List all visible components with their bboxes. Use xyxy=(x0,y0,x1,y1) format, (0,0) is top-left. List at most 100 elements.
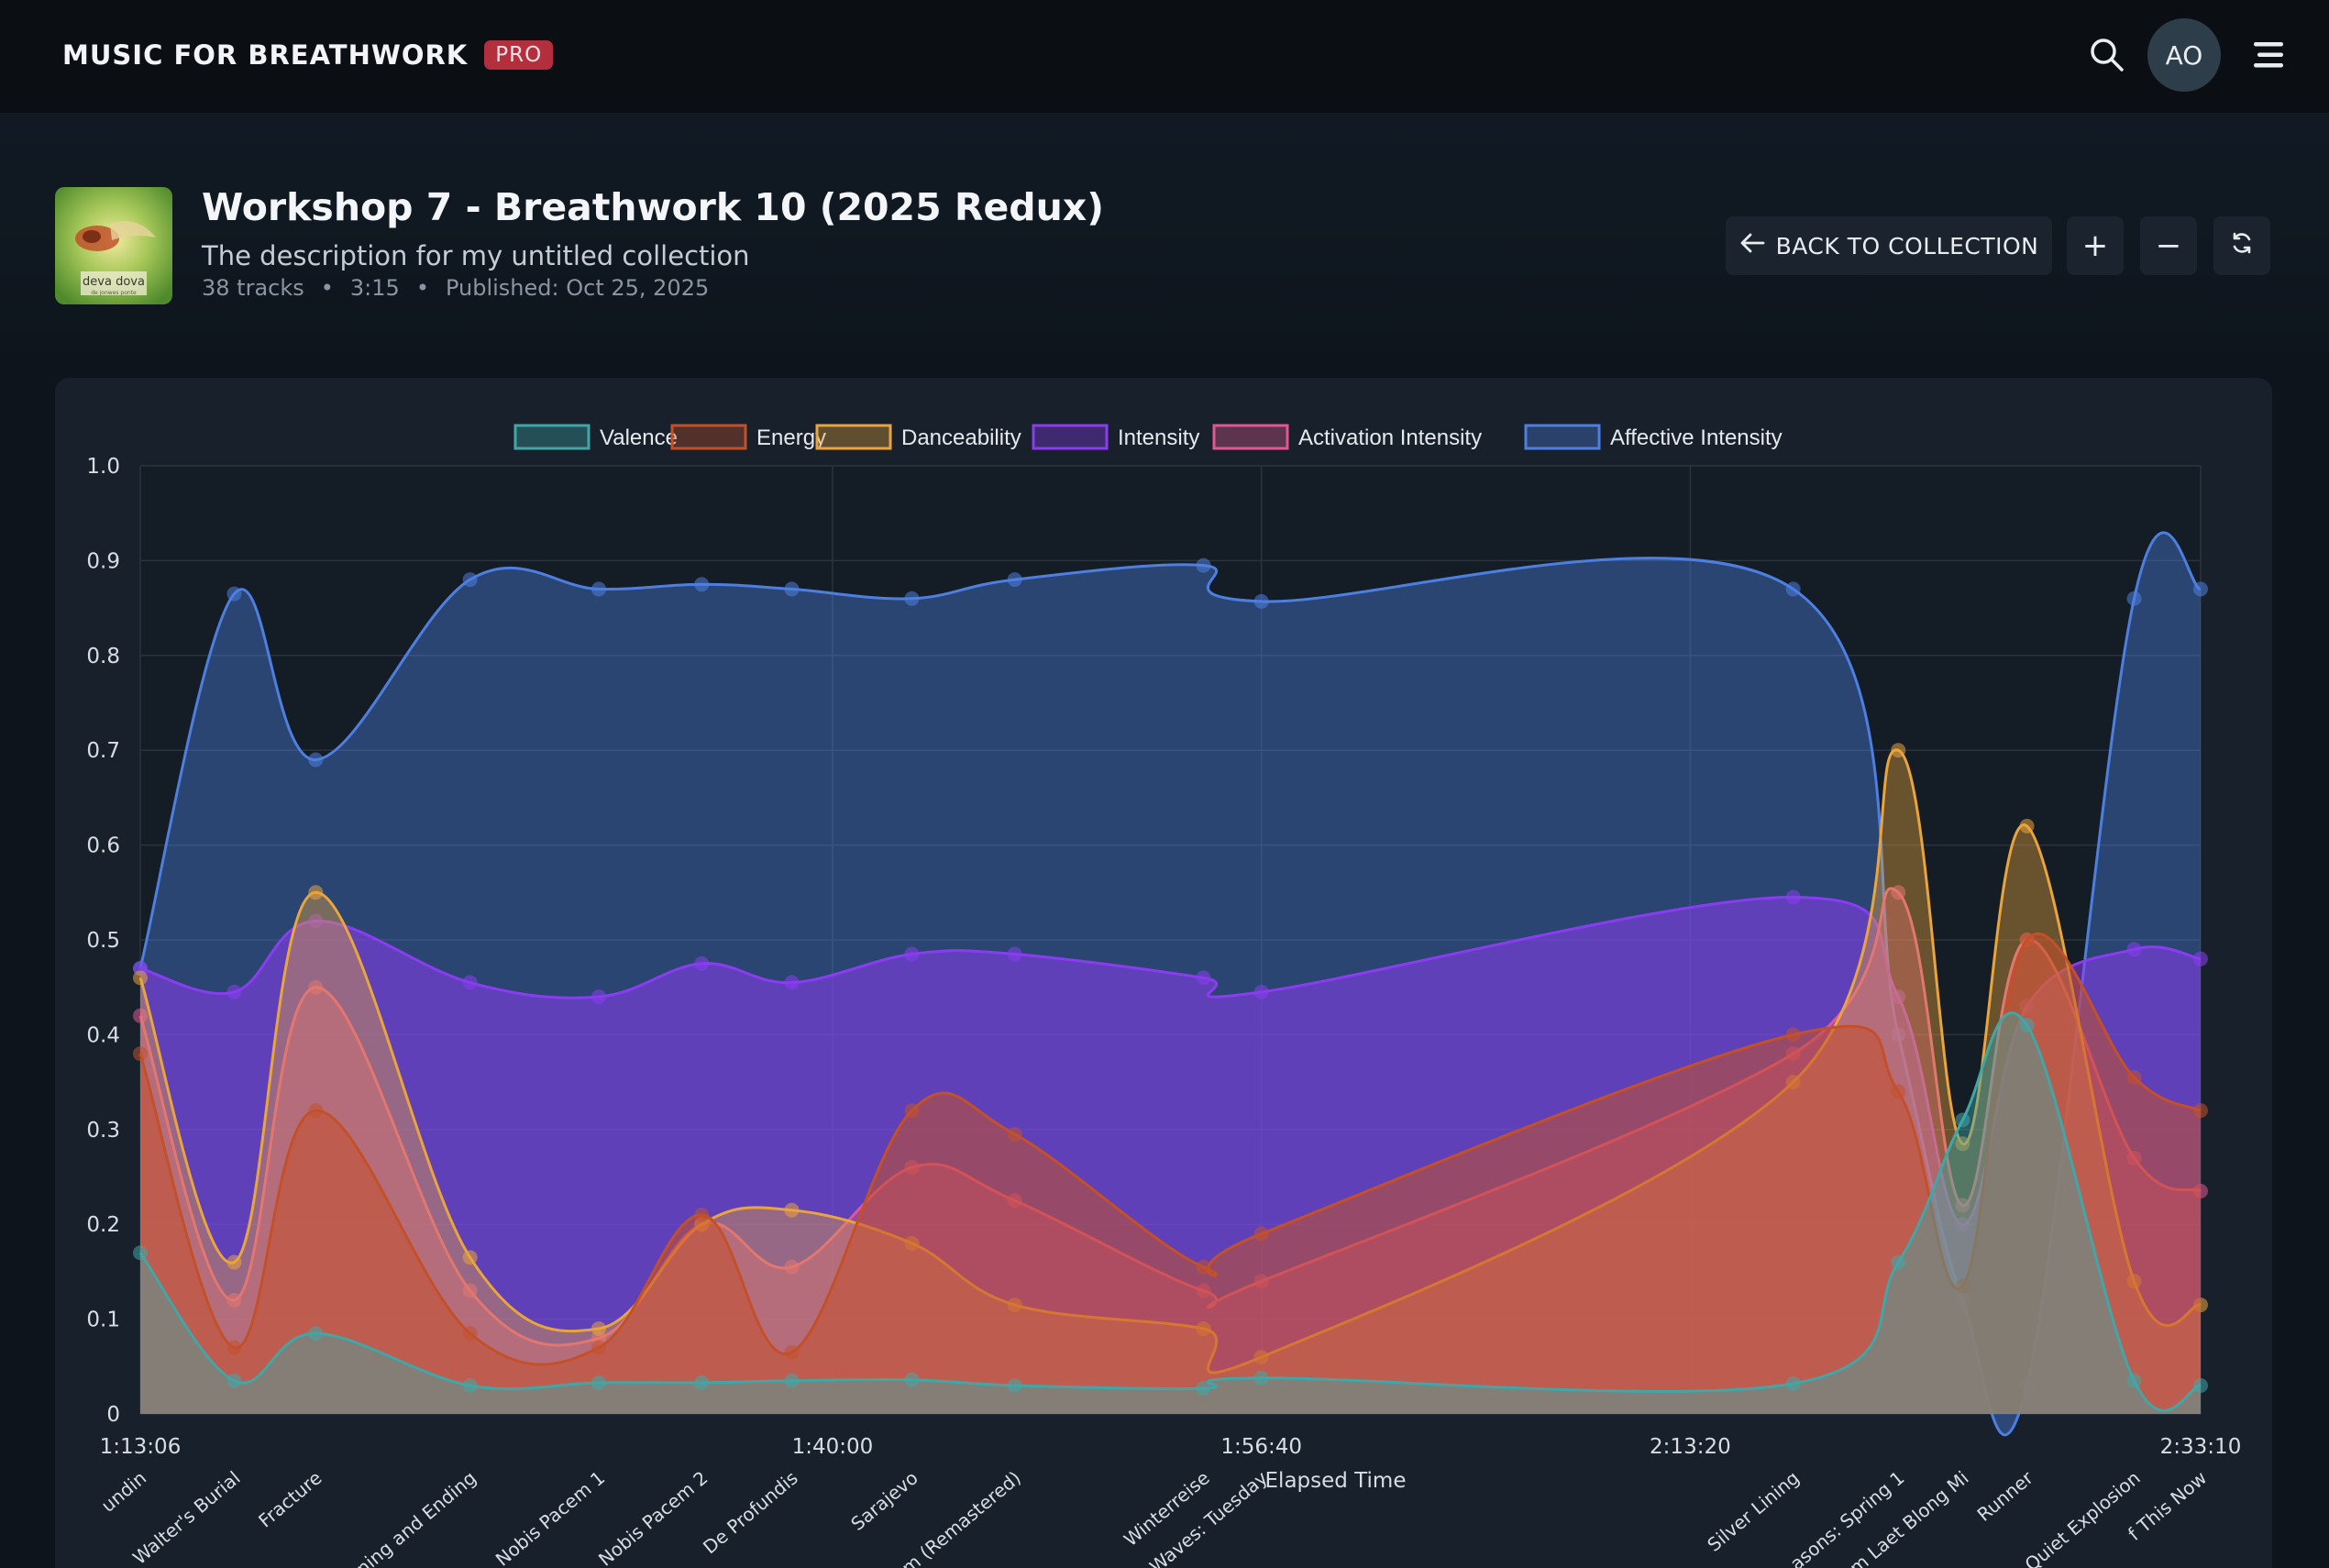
y-tick-label: 0.4 xyxy=(86,1023,120,1047)
data-point-valence xyxy=(784,1373,800,1388)
legend-swatch xyxy=(815,424,892,450)
y-tick-label: 0.8 xyxy=(86,645,120,668)
data-point-intensity xyxy=(1955,1217,1970,1232)
collection-duration: 3:15 xyxy=(349,275,400,301)
track-count: 38 tracks xyxy=(202,275,304,301)
back-button-label: BACK TO COLLECTION xyxy=(1775,232,2039,259)
y-tick-label: 0.7 xyxy=(86,739,120,763)
legend-item[interactable]: Intensity xyxy=(1032,424,1199,450)
x-axis-title: Elapsed Time xyxy=(1265,1469,1407,1493)
data-point-affective-intensity xyxy=(2193,581,2208,597)
data-point-activation-intensity xyxy=(784,1259,800,1275)
data-point-valence xyxy=(904,1372,920,1387)
data-point-affective-intensity xyxy=(462,572,478,588)
data-point-energy xyxy=(1196,1259,1211,1275)
data-point-affective-intensity xyxy=(904,591,920,606)
data-point-danceability xyxy=(462,1250,478,1265)
legend-label: Valence xyxy=(600,425,678,450)
refresh-icon xyxy=(2229,227,2255,264)
track-label: ning and Ending xyxy=(352,1466,480,1568)
collection-title: Workshop 7 - Breathwork 10 (2025 Redux) xyxy=(202,185,1104,229)
legend-swatch xyxy=(1032,424,1109,450)
data-point-affective-intensity xyxy=(1007,572,1022,588)
data-point-energy xyxy=(591,1340,607,1355)
y-tick-label: 0 xyxy=(106,1403,120,1427)
data-point-energy xyxy=(1785,1027,1801,1043)
collection-description: The description for my untitled collecti… xyxy=(202,240,750,271)
y-tick-label: 0.9 xyxy=(86,549,120,573)
data-point-energy xyxy=(904,1103,920,1119)
data-point-energy xyxy=(308,1103,324,1119)
y-tick-label: 0.5 xyxy=(86,929,120,953)
data-point-intensity xyxy=(1785,889,1801,905)
data-point-activation-intensity xyxy=(462,1283,478,1298)
chart-card: 0 0.1 0.2 0.3 0.4 0.5 0.6 0.7 0.8 0.9 1.0 1:13:06 1:… xyxy=(55,378,2272,1568)
legend-item[interactable]: Danceability xyxy=(815,424,1021,450)
y-tick-label: 0.2 xyxy=(86,1213,120,1237)
cover-text: deva dova xyxy=(83,275,145,289)
y-tick-label: 1.0 xyxy=(86,455,120,479)
data-point-affective-intensity xyxy=(1785,581,1801,597)
data-point-affective-intensity xyxy=(591,581,607,597)
pro-badge: PRO xyxy=(484,40,554,70)
y-tick-label: 0.6 xyxy=(86,834,120,858)
data-point-valence xyxy=(1785,1375,1801,1391)
data-point-valence xyxy=(2193,1377,2208,1393)
data-point-intensity xyxy=(2126,942,2142,957)
user-avatar[interactable]: AO xyxy=(2147,18,2221,92)
legend-label: Energy xyxy=(756,425,826,450)
track-label: Fracture xyxy=(254,1466,326,1531)
zoom-out-button[interactable]: − xyxy=(2140,216,2197,275)
data-point-danceability xyxy=(784,1202,800,1218)
track-label: De Profundis xyxy=(699,1466,802,1558)
data-point-valence xyxy=(462,1377,478,1393)
legend-label: Intensity xyxy=(1118,425,1199,450)
data-point-valence xyxy=(2019,1018,2035,1033)
data-point-energy xyxy=(784,1344,800,1360)
legend-item[interactable]: Activation Intensity xyxy=(1212,424,1482,450)
minus-icon: − xyxy=(2155,227,2182,264)
legend-item[interactable]: Affective Intensity xyxy=(1524,424,1783,450)
data-point-activation-intensity xyxy=(1891,885,1906,900)
zoom-in-button[interactable]: + xyxy=(2067,216,2124,275)
plus-icon: + xyxy=(2081,227,2109,264)
collection-cover-image: deva dova de jonwes ponte xyxy=(55,187,172,304)
data-point-energy xyxy=(1253,1226,1269,1242)
reset-zoom-button[interactable] xyxy=(2213,216,2270,275)
data-point-activation-intensity xyxy=(308,979,324,995)
series-line-energy xyxy=(138,932,2202,1366)
brand-name: MUSIC FOR BREATHWORK xyxy=(62,39,469,71)
data-point-affective-intensity xyxy=(1253,593,1269,609)
data-point-intensity xyxy=(1891,989,1906,1005)
top-navigation-bar: MUSIC FOR BREATHWORK PRO AO xyxy=(0,0,2329,114)
data-point-danceability xyxy=(1955,1136,1970,1152)
arrow-left-icon xyxy=(1739,232,1776,259)
series-area-energy xyxy=(140,933,2201,1414)
data-point-danceability xyxy=(2019,818,2035,834)
track-label: Nobis Pacem 2 xyxy=(594,1466,712,1568)
brand[interactable]: MUSIC FOR BREATHWORK PRO xyxy=(62,37,554,73)
feature-area-chart[interactable]: 0 0.1 0.2 0.3 0.4 0.5 0.6 0.7 0.8 0.9 1.0 1:13:06 1:… xyxy=(55,378,2272,1568)
data-point-valence xyxy=(1196,1381,1211,1397)
data-point-intensity xyxy=(1007,946,1022,962)
meta-separator: • xyxy=(415,275,429,301)
data-point-valence xyxy=(308,1326,324,1342)
data-point-affective-intensity xyxy=(226,586,242,602)
legend-swatch xyxy=(670,424,747,450)
data-point-valence xyxy=(1891,1254,1906,1270)
data-point-activation-intensity xyxy=(226,1292,242,1308)
data-point-activation-intensity xyxy=(1955,1198,1970,1213)
x-tick-label: 1:56:40 xyxy=(1220,1435,1302,1459)
data-point-affective-intensity xyxy=(784,581,800,597)
search-icon[interactable] xyxy=(2087,35,2127,75)
hamburger-menu-icon[interactable] xyxy=(2248,35,2289,75)
legend-label: Activation Intensity xyxy=(1298,425,1482,450)
legend-item[interactable]: Energy xyxy=(670,424,826,450)
data-point-intensity xyxy=(462,975,478,990)
back-to-collection-button[interactable]: BACK TO COLLECTION xyxy=(1726,216,2052,275)
data-point-energy xyxy=(1891,1084,1906,1099)
data-point-intensity xyxy=(784,975,800,990)
data-point-danceability xyxy=(1891,743,1906,758)
legend-item[interactable]: Valence xyxy=(513,424,678,450)
published-date: Published: Oct 25, 2025 xyxy=(445,275,710,301)
